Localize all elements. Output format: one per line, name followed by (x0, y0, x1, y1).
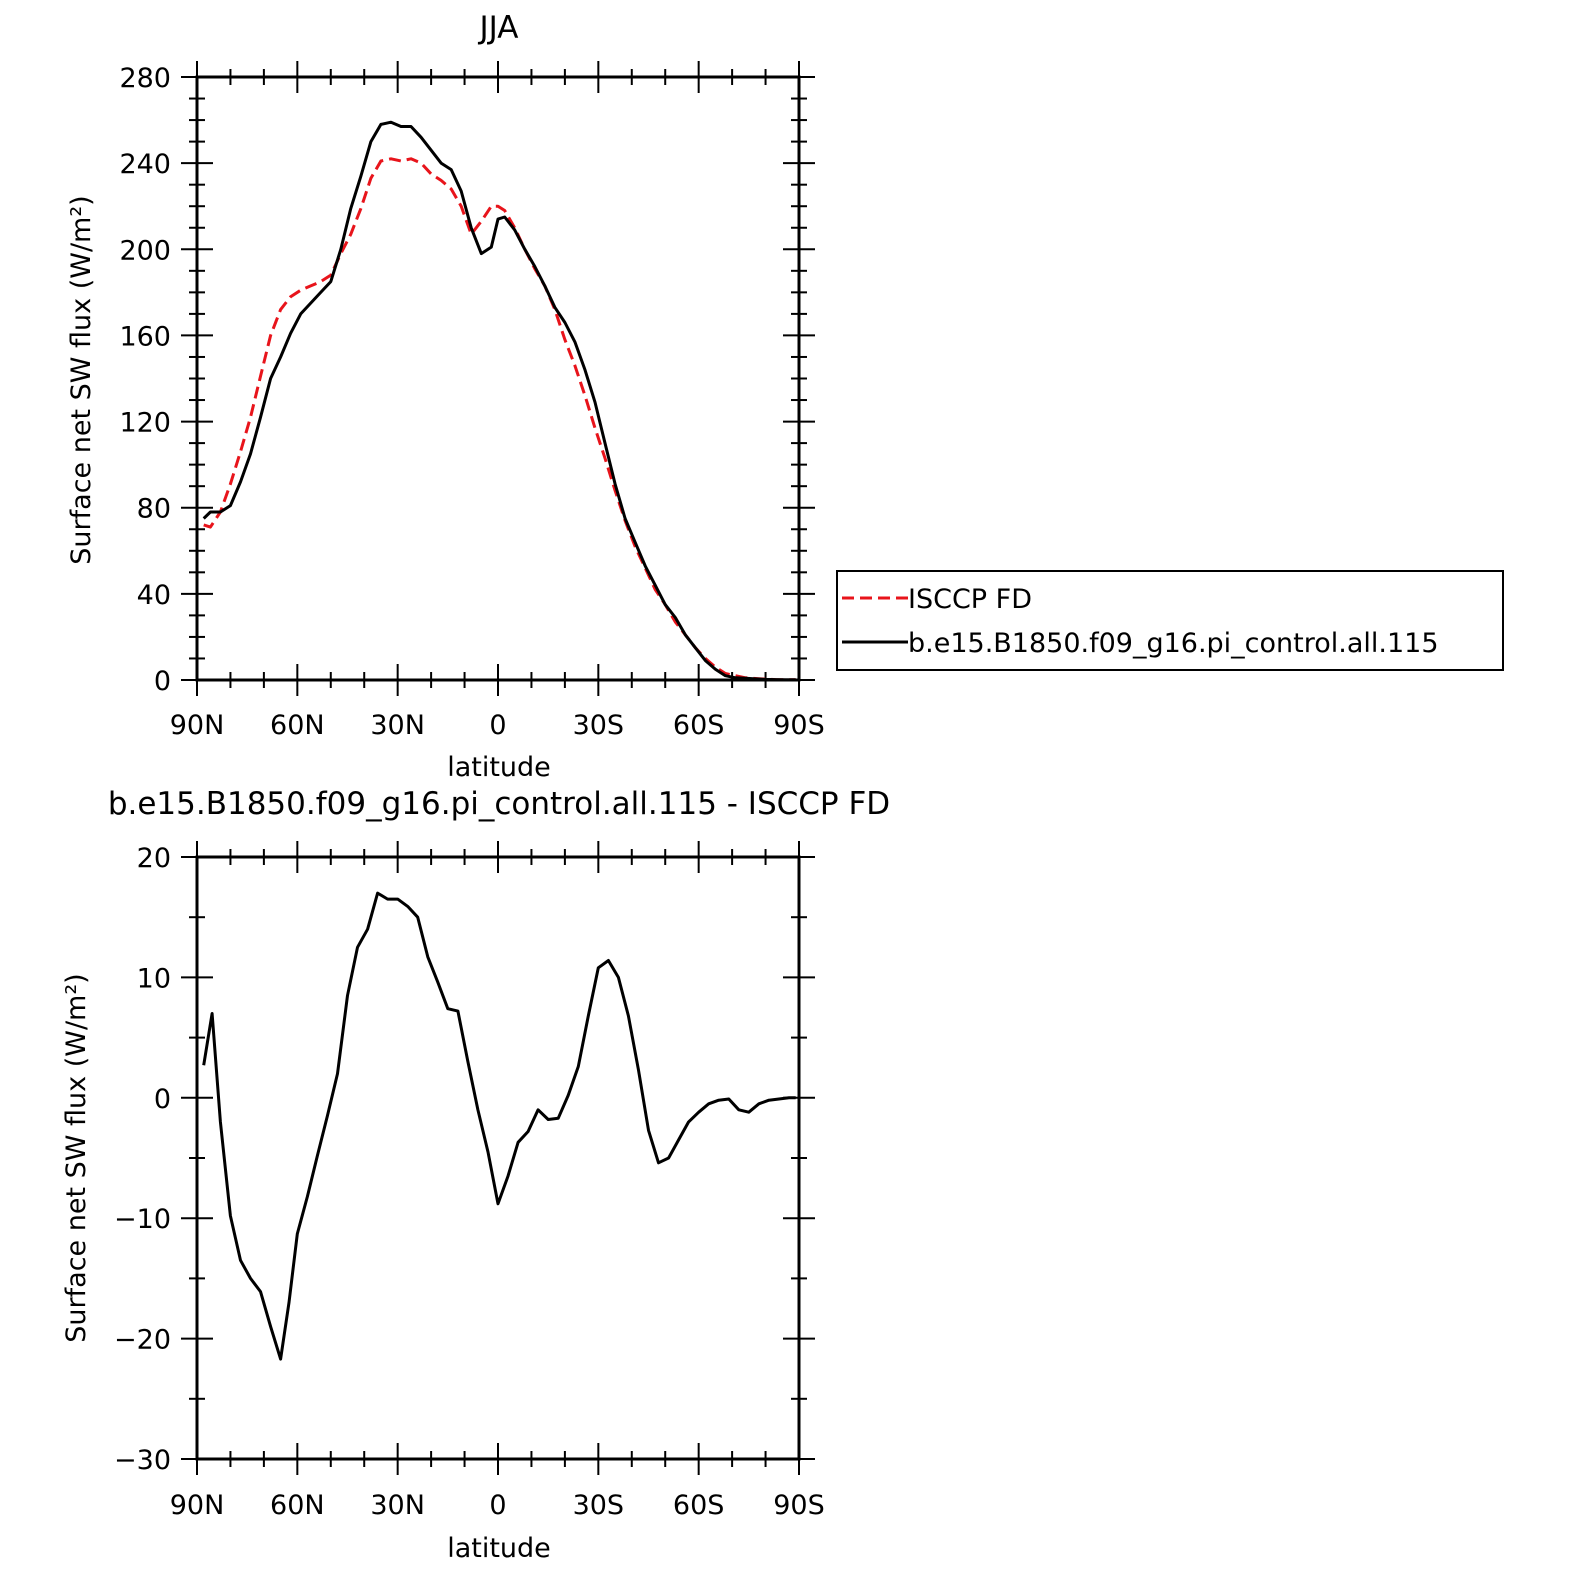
x-tick-label: 30S (573, 710, 625, 741)
y-tick-label: 0 (154, 1084, 171, 1115)
y-tick-label: 160 (119, 321, 171, 352)
x-tick-label: 90S (773, 1490, 825, 1521)
top-panel: JJA 0 40 80 120 160 200 240 280 90N 60N 30N 0 30S 60… (66, 10, 1504, 783)
x-tick-label: 30N (370, 710, 425, 741)
legend-label-isccp: ISCCP FD (908, 584, 1032, 615)
y-tick-label: 40 (137, 580, 171, 611)
bottom-y-axis-title: Surface net SW flux (W/m²) (61, 973, 92, 1342)
x-tick-label: 90N (170, 710, 225, 741)
bottom-plot-frame (195, 855, 801, 1461)
x-tick-label: 60S (673, 710, 725, 741)
y-tick-label: 10 (137, 963, 171, 994)
top-y-tick-labels: 0 40 80 120 160 200 240 280 (119, 63, 171, 697)
x-tick-label: 60N (270, 710, 325, 741)
x-tick-label: 30S (573, 1490, 625, 1521)
legend: ISCCP FD b.e15.B1850.f09_g16.pi_control.… (836, 570, 1504, 671)
x-tick-label: 90S (773, 710, 825, 741)
top-plot-title: JJA (478, 10, 519, 46)
y-tick-label: 0 (154, 666, 171, 697)
x-tick-label: 60N (270, 1490, 325, 1521)
x-tick-label: 90N (170, 1490, 225, 1521)
top-x-tick-labels: 90N 60N 30N 0 30S 60S 90S (170, 710, 825, 741)
bottom-x-axis-title: latitude (447, 1533, 551, 1564)
top-y-axis-title: Surface net SW flux (W/m²) (66, 195, 97, 564)
bottom-plot-title: b.e15.B1850.f09_g16.pi_control.all.115 -… (108, 786, 890, 822)
top-plot-frame (195, 75, 801, 682)
x-tick-label: 60S (673, 1490, 725, 1521)
bottom-series-lines (202, 891, 796, 1361)
legend-box (836, 570, 1504, 671)
y-tick-label: 280 (119, 63, 171, 94)
x-tick-label: 0 (489, 710, 506, 741)
y-tick-label: −10 (114, 1204, 171, 1235)
difference-series-line (202, 891, 796, 1361)
bottom-x-tick-labels: 90N 60N 30N 0 30S 60S 90S (170, 1490, 825, 1521)
y-tick-label: 200 (119, 235, 171, 266)
y-tick-label: −30 (114, 1445, 171, 1476)
top-x-axis-title: latitude (447, 752, 551, 783)
bottom-panel: b.e15.B1850.f09_g16.pi_control.all.115 -… (61, 786, 890, 1564)
series-line-model (202, 120, 796, 682)
y-tick-label: 120 (119, 408, 171, 439)
y-tick-label: −20 (114, 1325, 171, 1356)
top-series-lines (202, 120, 796, 682)
y-tick-label: 20 (137, 843, 171, 874)
y-tick-label: 80 (137, 494, 171, 525)
bottom-y-tick-labels: −30 −20 −10 0 10 20 (114, 843, 171, 1476)
legend-label-model: b.e15.B1850.f09_g16.pi_control.all.115 (908, 628, 1439, 659)
x-tick-label: 30N (370, 1490, 425, 1521)
x-tick-label: 0 (489, 1490, 506, 1521)
y-tick-label: 240 (119, 149, 171, 180)
